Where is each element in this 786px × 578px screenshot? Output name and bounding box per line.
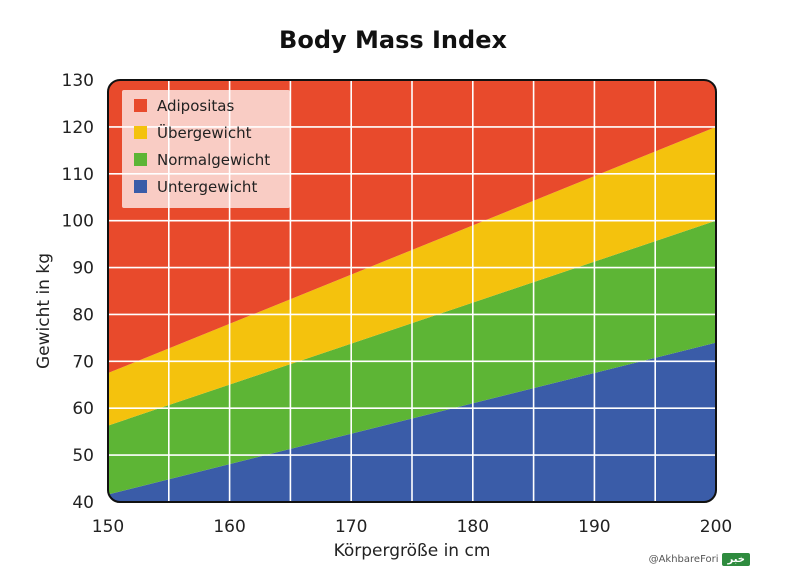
legend-label: Normalgewicht [157,151,270,169]
news-logo-icon: خبر [722,553,750,566]
plot-frame [107,79,717,503]
y-tick-label: 40 [72,493,94,513]
legend-box [122,90,290,208]
x-tick-label: 200 [700,517,732,537]
x-tick-label: 190 [578,517,610,537]
legend-swatch [134,180,147,193]
y-tick-label: 120 [62,118,94,138]
y-tick-label: 60 [72,399,94,419]
watermark: @AkhbareFori خبر [649,553,750,566]
legend-swatch [134,99,147,112]
x-tick-label: 170 [335,517,367,537]
legend-label: Untergewicht [157,178,257,196]
chart-title: Body Mass Index [279,26,507,54]
legend-label: Adipositas [157,97,234,115]
x-tick-label: 150 [92,517,124,537]
y-tick-label: 130 [62,71,94,91]
x-tick-label: 160 [213,517,245,537]
y-tick-label: 90 [72,259,94,279]
watermark-handle: @AkhbareFori [648,554,719,565]
legend-swatch [134,126,147,139]
legend-label: Übergewicht [157,123,252,142]
legend: Adipositas Übergewicht Normalgewicht Unterg… [122,90,290,208]
x-axis-label: Körpergröße in cm [334,541,491,561]
y-tick-label: 110 [62,165,94,185]
x-tick-label: 180 [457,517,489,537]
y-tick-label: 80 [72,305,94,325]
y-tick-label: 50 [72,446,94,466]
legend-swatch [134,153,147,166]
y-tick-label: 70 [72,352,94,372]
y-tick-label: 100 [62,212,94,232]
y-axis-label: Gewicht in kg [34,253,54,369]
